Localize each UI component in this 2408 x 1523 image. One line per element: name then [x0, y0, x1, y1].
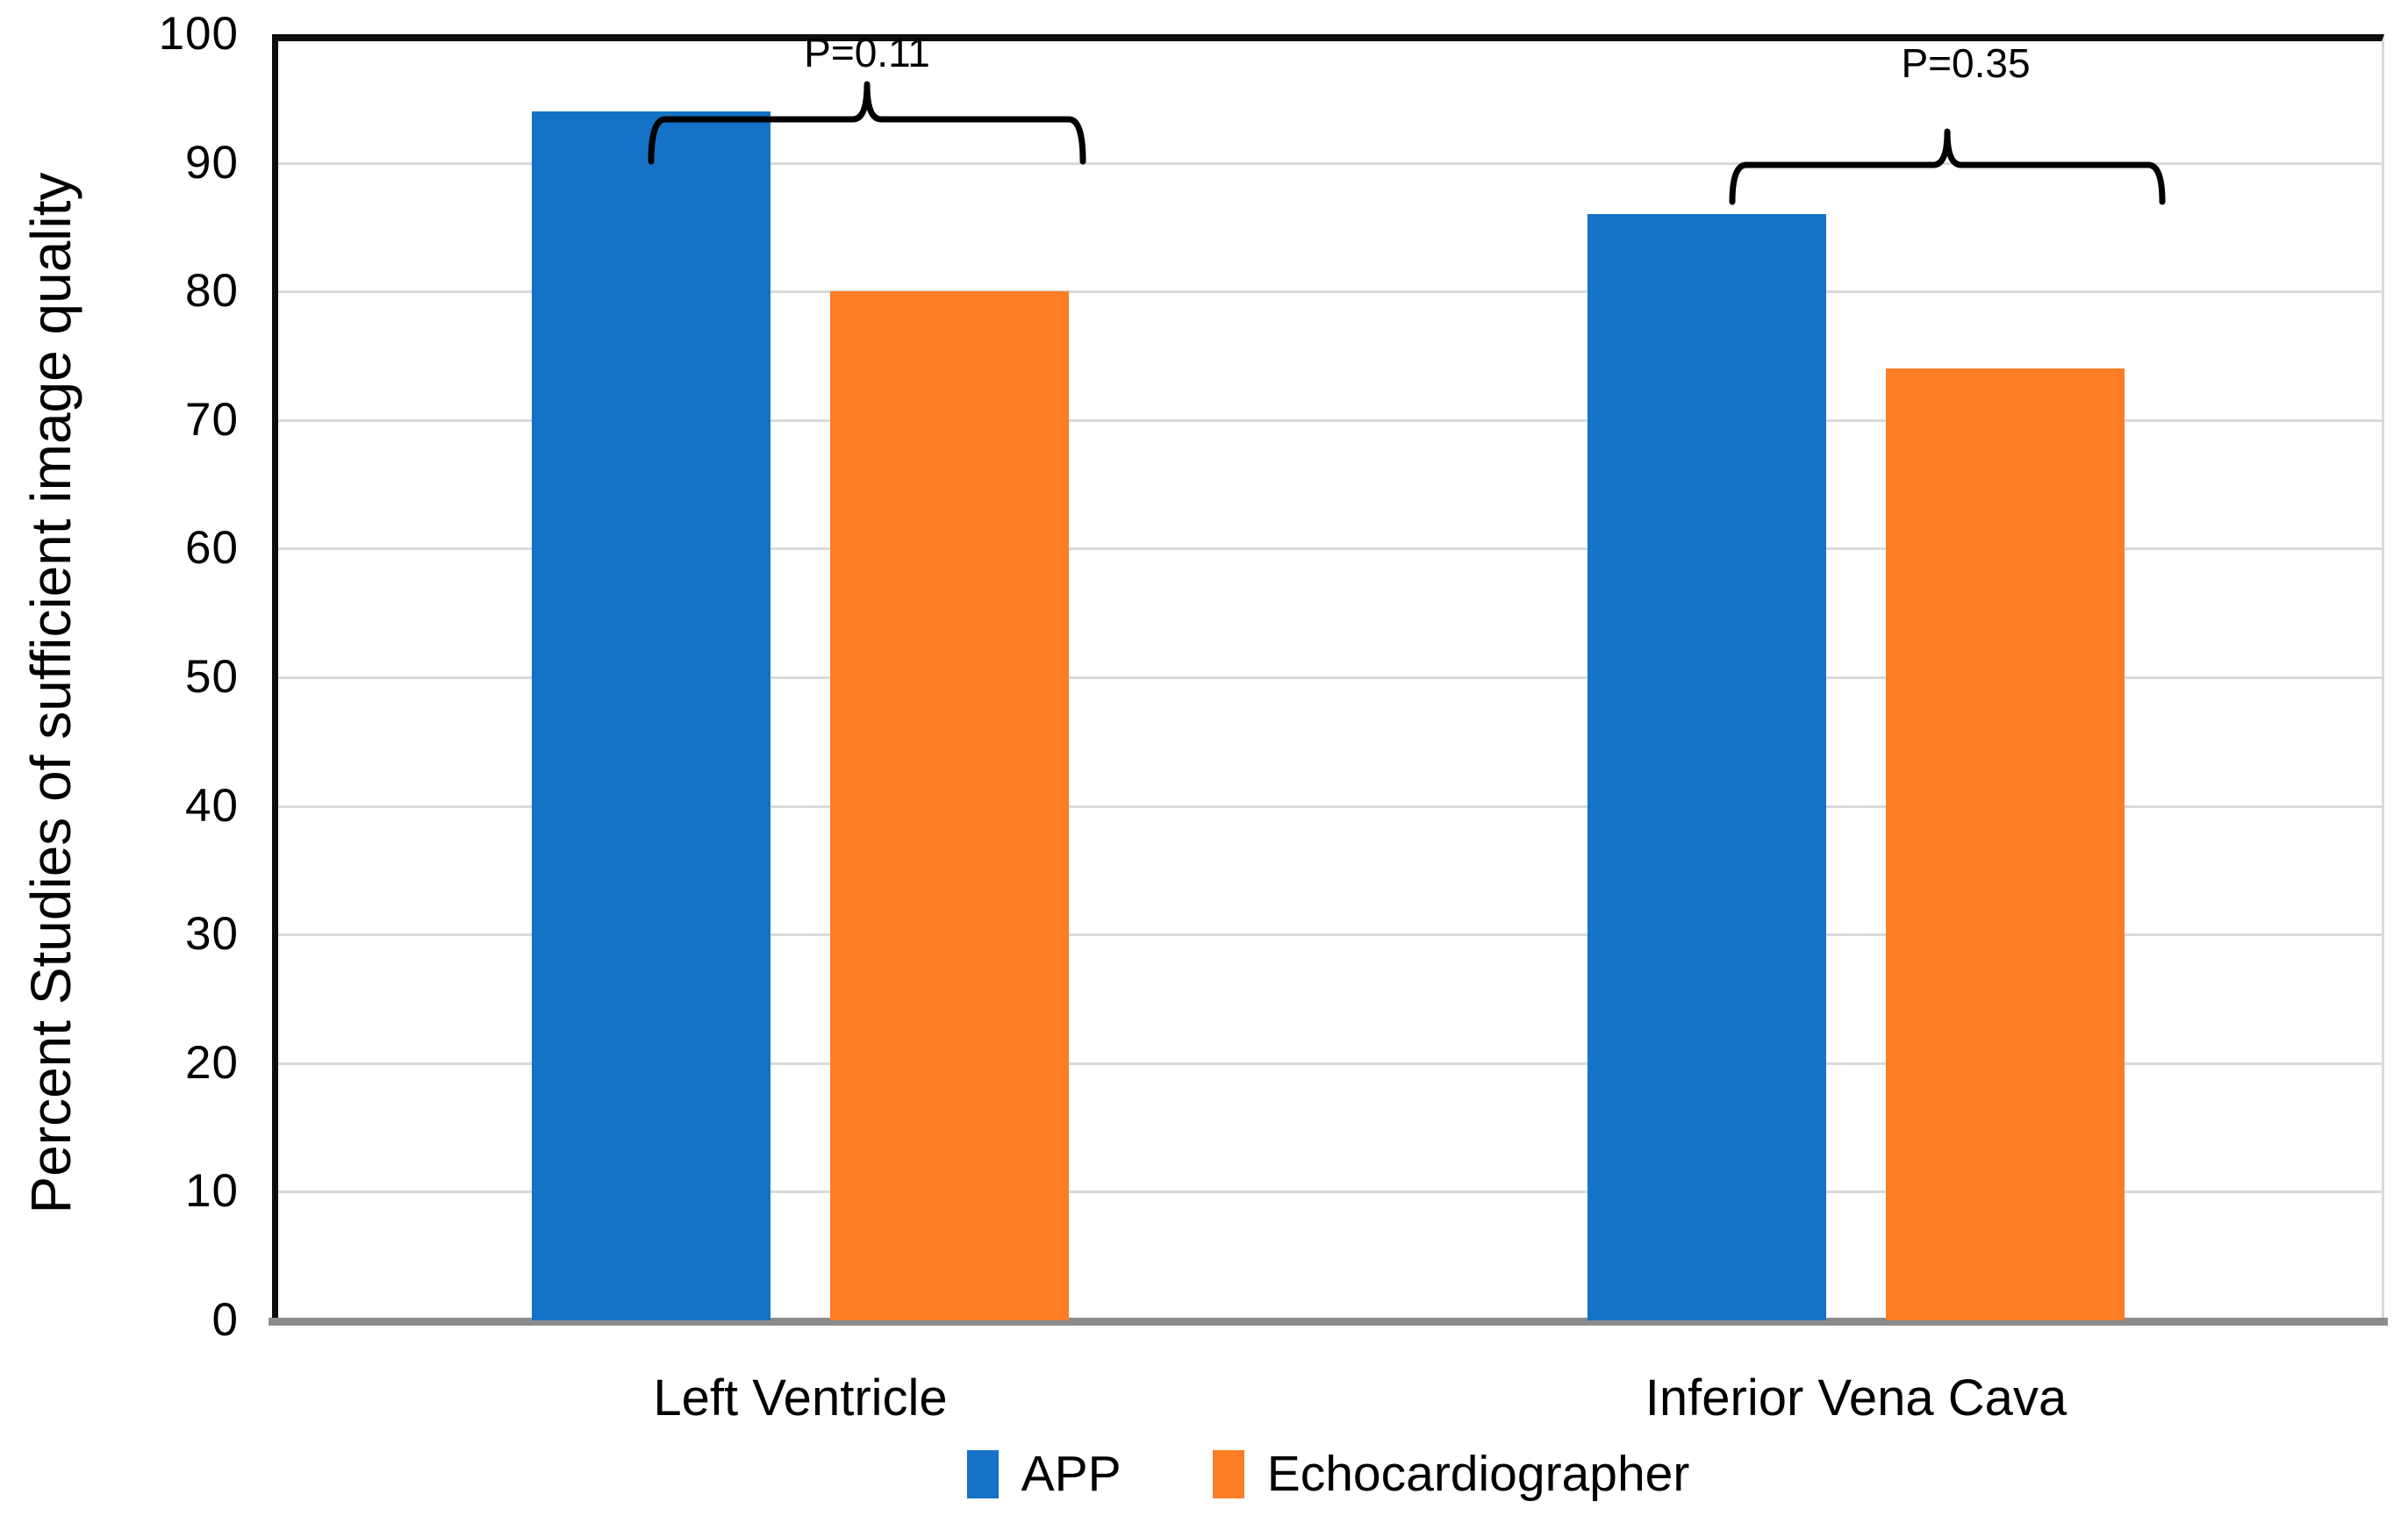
legend-label-app: APP — [1021, 1446, 1122, 1502]
gridline-60 — [278, 547, 2382, 551]
y-tick-label-90: 90 — [185, 136, 239, 189]
legend: APP Echocardiographer — [272, 1448, 2384, 1500]
y-tick-label-100: 100 — [158, 8, 239, 60]
bar-echocardiographer-inferior-vena-cava — [1886, 368, 2125, 1320]
category-label-left-ventricle: Left Ventricle — [653, 1369, 948, 1426]
y-tick-label-0: 0 — [211, 1294, 239, 1346]
y-tick-label-10: 10 — [185, 1165, 239, 1218]
y-tick-label-50: 50 — [185, 651, 239, 703]
y-tick-label-70: 70 — [185, 393, 239, 446]
x-axis-baseline — [269, 1318, 2388, 1326]
gridline-40 — [278, 804, 2382, 808]
legend-item-echocardiographer: Echocardiographer — [1212, 1446, 1690, 1502]
gridline-50 — [278, 676, 2382, 679]
gridline-20 — [278, 1062, 2382, 1065]
y-tick-label-30: 30 — [185, 908, 239, 961]
legend-swatch-echocardiographer — [1212, 1449, 1244, 1498]
p-value-label: P=0.35 — [1901, 40, 2031, 86]
y-axis-tick-labels: 0 10 20 30 40 50 60 70 80 90 100 — [0, 0, 239, 1523]
bar-app-inferior-vena-cava — [1587, 214, 1827, 1320]
y-tick-label-40: 40 — [185, 779, 239, 832]
legend-label-echocardiographer: Echocardiographer — [1266, 1446, 1690, 1502]
bar-app-left-ventricle — [531, 111, 770, 1320]
category-label-inferior-vena-cava: Inferior Vena Cava — [1645, 1369, 2068, 1426]
gridline-70 — [278, 418, 2382, 422]
bar-echocardiographer-left-ventricle — [829, 291, 1069, 1320]
gridline-30 — [278, 933, 2382, 937]
y-tick-label-20: 20 — [185, 1036, 239, 1089]
legend-swatch-app — [966, 1449, 999, 1498]
gridline-10 — [278, 1191, 2382, 1194]
gridline-90 — [278, 161, 2382, 165]
y-tick-label-80: 80 — [185, 265, 239, 318]
legend-item-app: APP — [966, 1446, 1122, 1502]
gridline-80 — [278, 290, 2382, 294]
y-tick-label-60: 60 — [185, 522, 239, 575]
p-value-label: P=0.11 — [804, 30, 930, 75]
